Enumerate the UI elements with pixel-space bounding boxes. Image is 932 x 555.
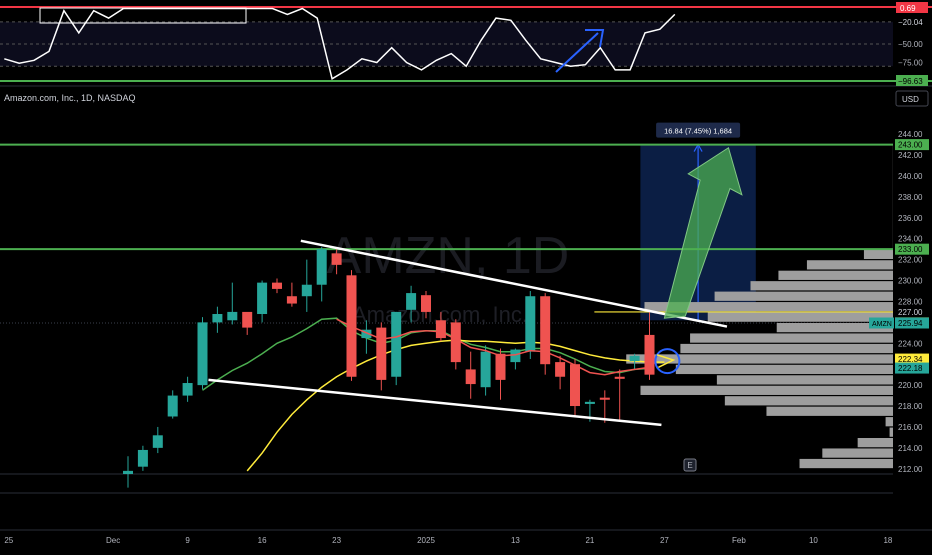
candle-body: [645, 335, 655, 375]
candle-body: [138, 450, 148, 467]
price-tick-label: 212.00: [898, 465, 923, 474]
volume-profile-bar: [766, 407, 893, 416]
candle-body: [257, 283, 267, 314]
price-tick-label: 238.00: [898, 193, 923, 202]
price-tick-label: 244.00: [898, 130, 923, 139]
last-price-label: 225.94: [898, 319, 923, 328]
watermark-symbol: AMZN, 1D: [327, 227, 570, 285]
price-tick-label: 240.00: [898, 172, 923, 181]
price-tick-label: 242.00: [898, 151, 923, 160]
volume-profile-bar: [640, 386, 893, 395]
candle-body: [540, 296, 550, 364]
volume-profile-bar: [680, 344, 893, 353]
ticker-tag-label: AMZN: [872, 321, 892, 328]
oscillator-tick-label: −75.00: [898, 59, 923, 68]
volume-profile-bar: [717, 375, 893, 384]
candle-body: [227, 312, 237, 320]
candle-body: [242, 312, 252, 328]
symbol-title: Amazon.com, Inc., 1D, NASDAQ: [4, 93, 136, 103]
volume-profile-bar: [864, 250, 893, 259]
oscillator-current-label: −20.04: [898, 18, 923, 27]
time-tick-label: 27: [660, 536, 669, 545]
candle-body: [123, 471, 133, 474]
candle-body: [168, 396, 178, 417]
candle-body: [570, 364, 580, 406]
time-tick-label: 16: [258, 536, 267, 545]
price-tick-label: 230.00: [898, 277, 923, 286]
time-tick-label: Feb: [732, 536, 746, 545]
candle-body: [183, 383, 193, 396]
candle-body: [198, 322, 208, 385]
candle-body: [287, 296, 297, 303]
candle-body: [451, 322, 461, 362]
oscillator-tick-label: −50.00: [898, 40, 923, 49]
price-tick-label: 232.00: [898, 256, 923, 265]
time-tick-label: 13: [511, 536, 520, 545]
price-tick-label: 218.00: [898, 402, 923, 411]
candle-body: [510, 350, 520, 363]
candle-body: [525, 296, 535, 351]
volume-profile-bar: [886, 417, 893, 426]
time-tick-label: 21: [585, 536, 594, 545]
candle-body: [630, 356, 640, 361]
candle-body: [436, 320, 446, 338]
time-tick-label: 9: [185, 536, 190, 545]
level-price-label: 233.00: [898, 245, 923, 254]
candle-body: [317, 249, 327, 285]
volume-profile-bar: [725, 396, 893, 405]
oscillator-top-label: 0.69: [900, 4, 916, 13]
volume-profile-bar: [858, 438, 893, 447]
price-tick-label: 224.00: [898, 339, 923, 348]
candle-body: [466, 369, 476, 384]
candle-body: [272, 283, 282, 289]
candle-body: [555, 362, 565, 377]
earnings-marker-label: E: [687, 461, 692, 470]
price-tick-label: 228.00: [898, 297, 923, 306]
volume-profile-bar: [626, 354, 893, 363]
volume-profile-bar: [715, 292, 893, 301]
time-tick-label: 18: [883, 536, 892, 545]
time-tick-label: 23: [332, 536, 341, 545]
volume-profile-bar: [822, 448, 893, 457]
time-tick-label: 25: [4, 536, 13, 545]
time-tick-label: 2025: [417, 536, 435, 545]
currency-label: USD: [902, 95, 919, 104]
candle-body: [615, 377, 625, 379]
price-range-label: 16.84 (7.45%) 1,684: [664, 127, 732, 136]
level-price-label: 243.00: [898, 141, 923, 150]
candle-body: [585, 402, 595, 404]
volume-profile-bar: [890, 428, 893, 437]
candle-body: [153, 435, 163, 448]
candle-body: [600, 398, 610, 400]
price-tick-label: 214.00: [898, 444, 923, 453]
candle-body: [421, 295, 431, 312]
time-tick-label: 10: [809, 536, 818, 545]
candle-body: [302, 285, 312, 297]
price-tick-label: 216.00: [898, 423, 923, 432]
candle-body: [496, 354, 506, 380]
volume-profile-bar: [676, 365, 893, 374]
oscillator-bottom-label: −96.63: [898, 77, 923, 86]
ema-green-price-label: 222.18: [898, 364, 923, 373]
volume-profile-bar: [708, 313, 893, 322]
price-tick-label: 220.00: [898, 381, 923, 390]
volume-profile-bar: [800, 459, 893, 468]
price-tick-label: 236.00: [898, 214, 923, 223]
candle-body: [481, 352, 491, 388]
candle-body: [406, 293, 416, 310]
yellow-level-price-label: 227.00: [898, 308, 923, 317]
candle-body: [332, 253, 342, 265]
price-tick-label: 234.00: [898, 235, 923, 244]
volume-profile-bar: [778, 271, 893, 280]
volume-profile-bar: [751, 281, 894, 290]
volume-profile-bar: [690, 333, 893, 342]
candle-body: [212, 314, 222, 322]
candle-body: [376, 328, 386, 380]
volume-profile-bar: [807, 260, 893, 269]
time-tick-label: Dec: [106, 536, 120, 545]
candle-body: [391, 312, 401, 377]
